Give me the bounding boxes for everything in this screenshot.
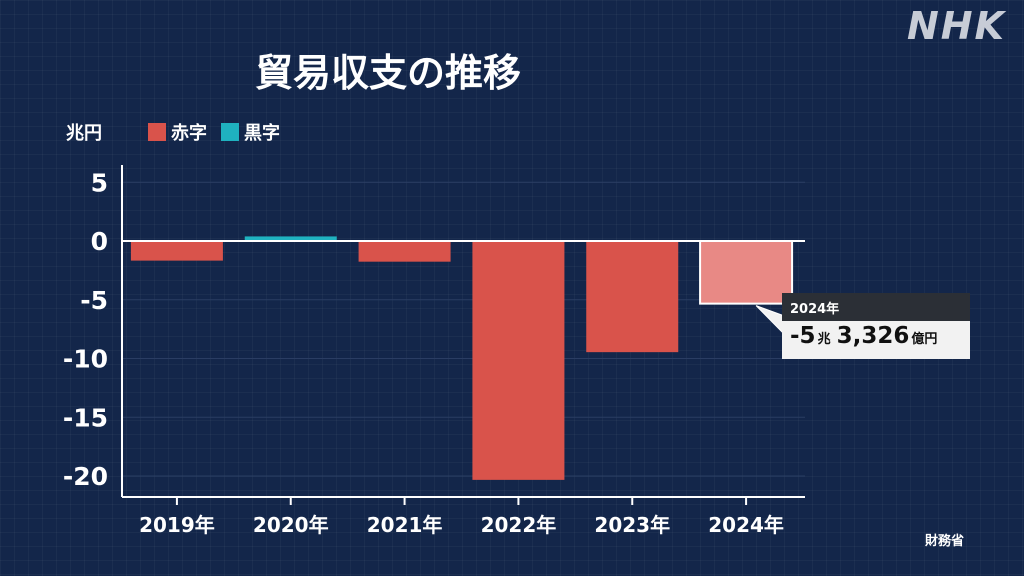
bar <box>130 241 223 261</box>
callout-hundred-million-unit: 億円 <box>911 332 938 347</box>
x-tick-label: 2023年 <box>594 513 670 537</box>
legend-swatch-surplus <box>221 123 239 141</box>
chart-title: 貿易収支の推移 <box>255 51 522 95</box>
y-tick-label: 0 <box>91 227 108 256</box>
data-source: 財務省 <box>925 534 965 549</box>
callout-trillion-unit: 兆 <box>817 332 831 347</box>
y-tick-label: -5 <box>80 286 108 315</box>
x-tick-label: 2022年 <box>481 513 557 537</box>
callout-value: -5 兆 3,326 億円 <box>782 321 970 359</box>
bar <box>358 241 451 262</box>
x-tick-label: 2021年 <box>367 513 443 537</box>
legend-label-deficit: 赤字 <box>171 123 207 144</box>
bar <box>699 240 794 305</box>
bar <box>244 236 337 241</box>
y-tick-label: -15 <box>63 403 108 432</box>
bar <box>586 241 679 353</box>
x-tick-label: 2024年 <box>708 513 784 537</box>
y-tick-label: -10 <box>63 345 108 374</box>
x-tick-label: 2020年 <box>253 513 329 537</box>
nhk-logo: NHK <box>906 4 1006 48</box>
y-axis-unit: 兆円 <box>66 123 102 144</box>
bar <box>472 241 565 480</box>
legend-item-deficit: 赤字 <box>148 119 207 145</box>
callout-trillion: -5 <box>790 323 816 349</box>
legend-swatch-deficit <box>148 123 166 141</box>
y-tick-label: -20 <box>63 462 108 491</box>
callout-hundred-million: 3,326 <box>836 323 910 349</box>
callout-year: 2024年 <box>782 293 970 321</box>
legend: 赤字 黒字 <box>148 119 286 145</box>
value-callout: 2024年 -5 兆 3,326 億円 <box>782 293 970 359</box>
x-tick-label: 2019年 <box>139 513 215 537</box>
y-tick-label: 5 <box>91 168 108 197</box>
legend-label-surplus: 黒字 <box>244 123 280 144</box>
legend-item-surplus: 黒字 <box>221 119 280 145</box>
